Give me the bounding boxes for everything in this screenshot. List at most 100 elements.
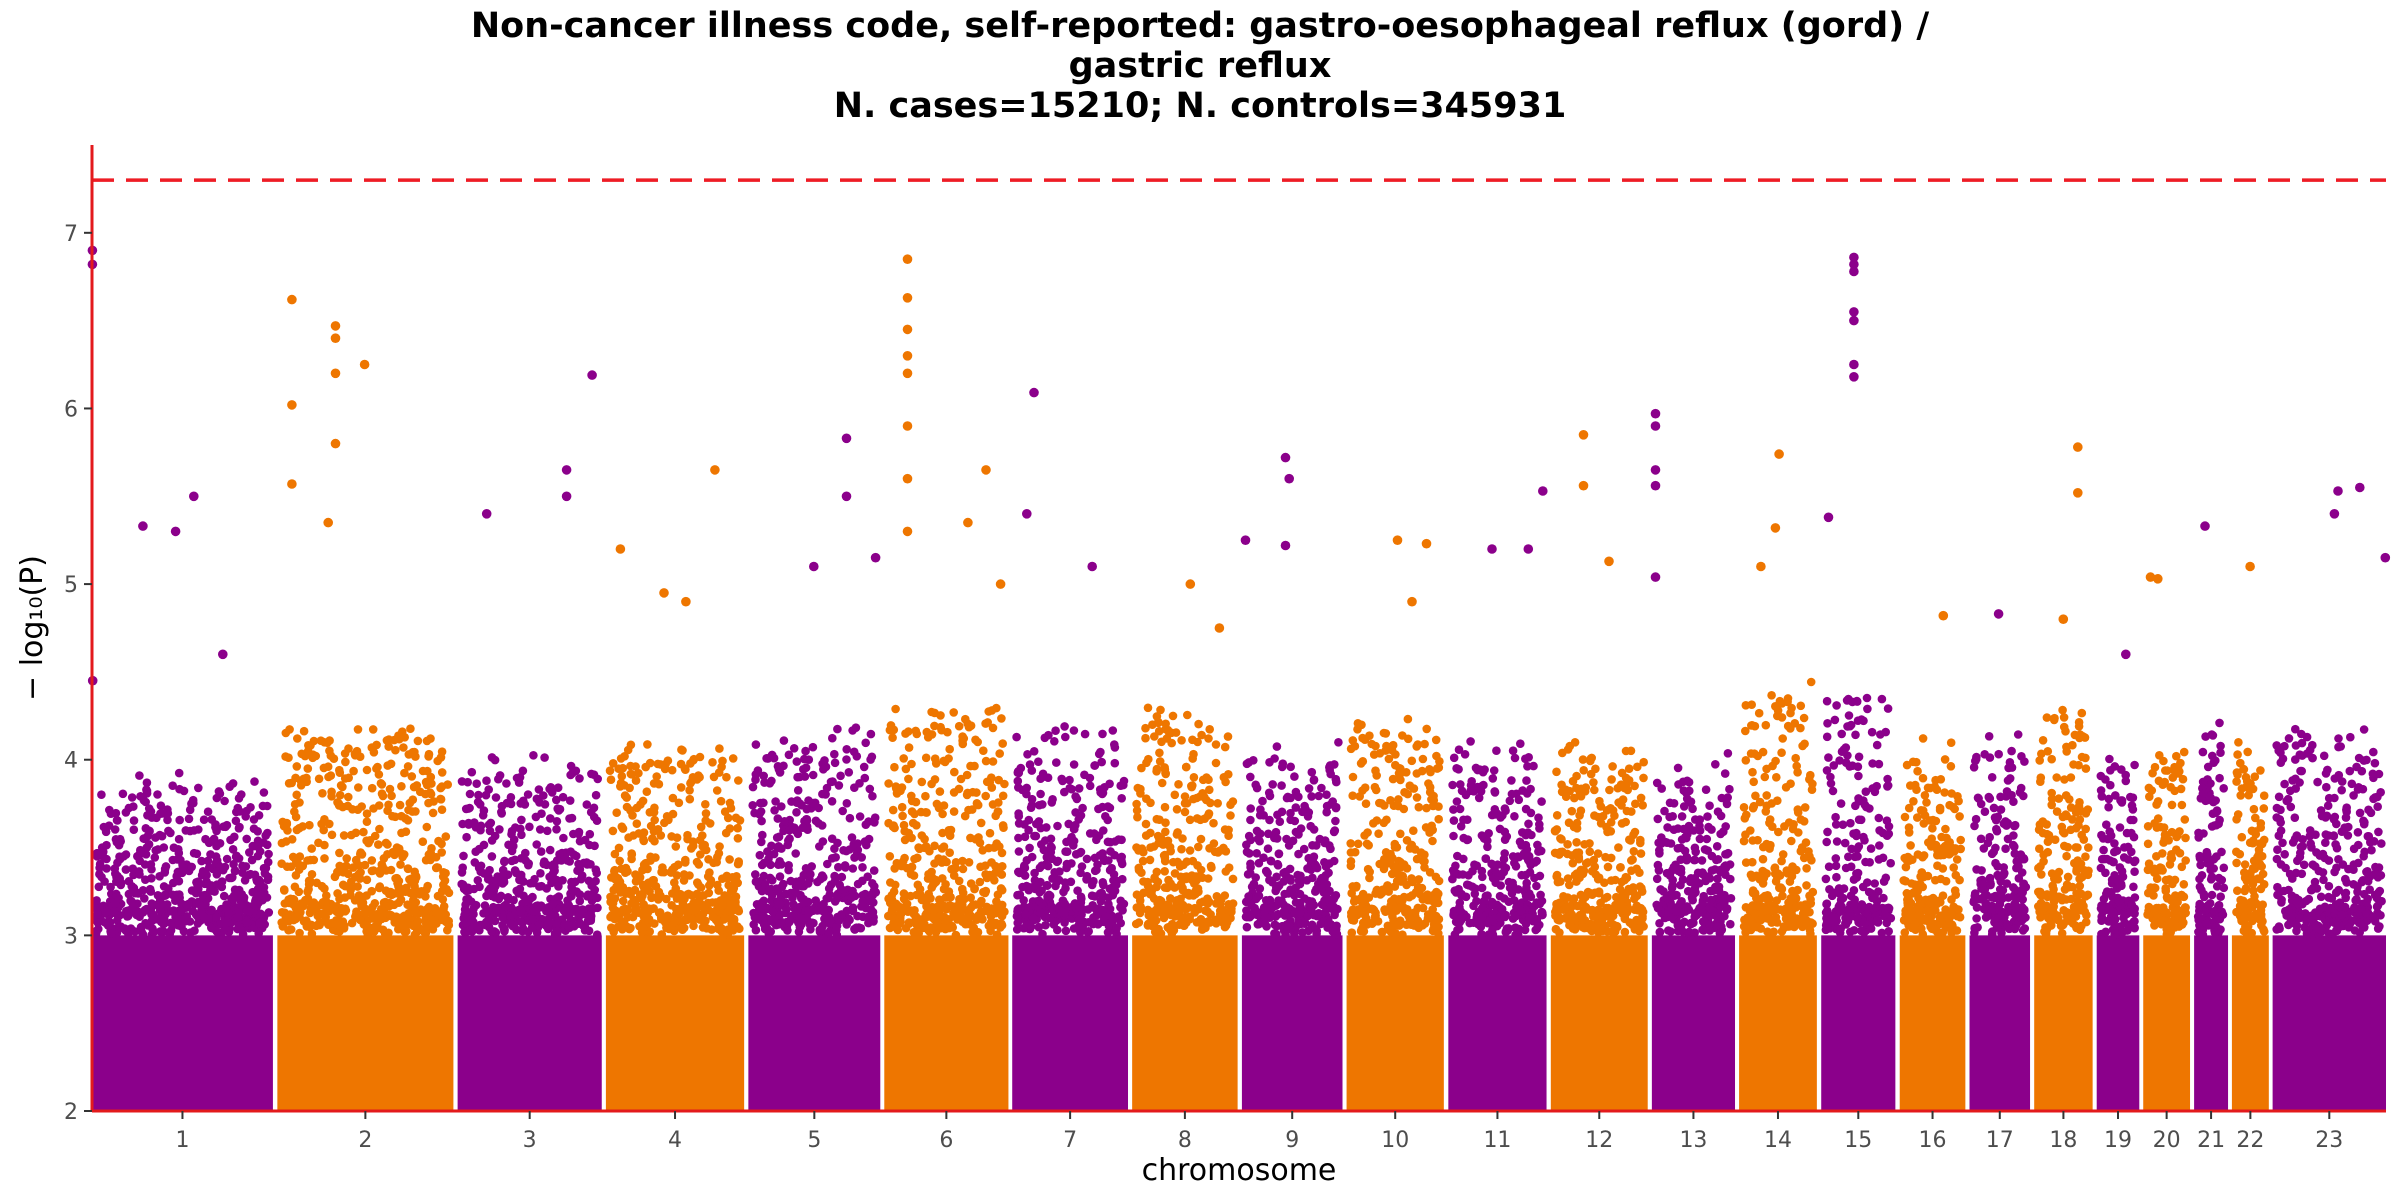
snp-point [1579,766,1588,775]
snp-point [491,793,501,802]
snp-point [963,911,973,921]
snp-point [1219,773,1229,782]
snp-point [469,884,479,894]
snp-point [1631,799,1640,809]
snp-point [1259,853,1268,862]
snp-point [501,902,510,912]
dense-band [1346,935,1444,1111]
snp-point [198,867,208,876]
snp-point [1435,757,1444,766]
snp-point [734,859,743,868]
snp-point [558,792,568,802]
snp-point [1380,885,1389,895]
snp-point [198,911,208,921]
snp-point [171,896,180,905]
snp-point [1221,867,1231,876]
snp-point [127,887,137,897]
snp-point [1455,914,1465,924]
snp-point [348,805,357,814]
snp-point [490,916,500,926]
snp-point [1255,836,1264,846]
snp-point [391,745,400,755]
snp-point [1172,805,1182,814]
snp-point [466,915,475,924]
snp-point [639,860,649,869]
snp-point [930,859,939,868]
snp-point [1456,780,1465,789]
snp-point [293,858,302,868]
snp-point [1023,750,1032,759]
snp-point [1677,812,1687,821]
snp-point [686,759,695,768]
snp-point [518,766,528,776]
snp-point [1037,840,1046,849]
snp-point [457,777,467,786]
snp-point [1144,919,1153,929]
snp-point [374,770,384,779]
snp-point [1077,910,1086,919]
snp-point [403,864,413,874]
snp-point [962,790,972,800]
snp-point [1154,924,1163,934]
snp-point [1374,829,1383,838]
snp-point [436,794,445,804]
snp-point [765,779,775,788]
snp-point [1673,763,1683,773]
snp-point [1532,881,1541,891]
snp-point [136,845,145,855]
snp-point [1526,784,1535,794]
snp-point [972,788,981,797]
snp-point [1575,910,1585,920]
snp-point [277,908,287,917]
snp-point [1104,893,1113,902]
snp-point [1294,792,1303,802]
snp-point [930,841,939,851]
snp-point [398,852,407,862]
snp-point [921,808,930,817]
snp-point [1160,883,1170,892]
snp-point [1611,875,1620,885]
snp-point [1574,852,1584,862]
snp-point [356,849,365,859]
snp-point [648,876,658,885]
snp-point [1422,724,1431,734]
snp-point [1570,738,1580,747]
snp-point [1601,921,1610,931]
snp-point [1242,922,1252,932]
snp-point [1311,887,1320,896]
snp-point [668,793,678,803]
snp-point [654,895,663,904]
snp-point [1457,891,1466,900]
snp-point [857,853,866,862]
snp-point [954,876,964,886]
snp-point [1069,760,1079,769]
snp-point [253,878,263,887]
snp-point [983,904,993,913]
snp-point [1517,841,1526,850]
snp-point [1036,789,1045,799]
snp-point [190,926,199,935]
snp-point [1272,742,1282,751]
snp-point [1069,841,1078,850]
snp-point [830,749,839,759]
snp-point [1134,844,1143,854]
snp-point [614,764,623,773]
snp-point [1300,894,1309,903]
snp-point [980,888,990,898]
snp-point [685,794,695,804]
snp-point [178,863,188,872]
snp-point [1346,857,1356,866]
snp-point [416,888,425,897]
snp-point [679,876,689,885]
snp-point [688,837,698,846]
snp-point [1290,816,1300,826]
snp-point [140,860,150,869]
snp-point [905,919,914,928]
snp-point [375,824,384,834]
snp-point [1459,833,1468,843]
snp-point [1712,842,1722,851]
snp-point [605,766,615,775]
snp-point [368,725,378,734]
snp-point [904,743,914,752]
snp-point [1561,785,1570,794]
